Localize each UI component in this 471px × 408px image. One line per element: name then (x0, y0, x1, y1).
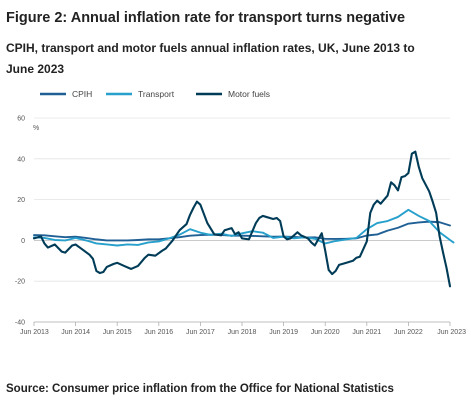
chart-area: CPIH Transport Motor fuels 60 40 20 0 -20 -40% … (0, 84, 471, 344)
chart-title: Figure 2: Annual inflation rate for tran… (6, 10, 406, 26)
x-axis: Jun 2013 Jun 2014 Jun 2015 Jun 2016 Jun 2017… (20, 321, 466, 336)
legend-label-0: CPIH (72, 89, 92, 99)
x-tick-label-5: Jun 2018 (228, 329, 257, 336)
series-line-cpih (33, 220, 451, 242)
y-tick-label-5: -40 (15, 320, 25, 327)
y-tick-label-4: -20 (15, 279, 25, 286)
legend-label-2: Motor fuels (228, 89, 270, 99)
y-axis-unit-label: % (33, 125, 39, 132)
x-tick-label-6: Jun 2019 (269, 329, 298, 336)
series-line-motor-fuels (32, 150, 452, 288)
x-tick-label-9: Jun 2022 (394, 329, 423, 336)
line-chart: CPIH Transport Motor fuels 6040200-20-40% … (15, 89, 466, 336)
y-tick-label-2: 20 (17, 197, 25, 204)
x-tick-label-7: Jun 2020 (311, 329, 340, 336)
chart-source-note: Source: Consumer price inflation from th… (6, 383, 394, 395)
x-tick-label-0: Jun 2013 (20, 329, 49, 336)
x-tick-label-4: Jun 2017 (186, 329, 215, 336)
y-tick-label-3: 0 (21, 238, 25, 245)
legend-label-1: Transport (138, 89, 175, 99)
series-line-transport (33, 208, 455, 247)
x-tick-label-3: Jun 2016 (144, 329, 173, 336)
x-tick-label-8: Jun 2021 (352, 329, 381, 336)
y-tick-label-0: 60 (17, 116, 25, 123)
x-tick-label-1: Jun 2014 (61, 329, 90, 336)
y-axis: 60 40 20 0 -20 -40% (15, 116, 39, 327)
y-tick-label-1: 40 (17, 156, 25, 163)
series-lines (32, 150, 455, 288)
x-tick-label-10: Jun 2023 (437, 329, 466, 336)
chart-subtitle: CPIH, transport and motor fuels annual i… (6, 41, 415, 76)
x-tick-label-2: Jun 2015 (103, 329, 132, 336)
legend: CPIH Transport Motor fuels (40, 89, 270, 99)
